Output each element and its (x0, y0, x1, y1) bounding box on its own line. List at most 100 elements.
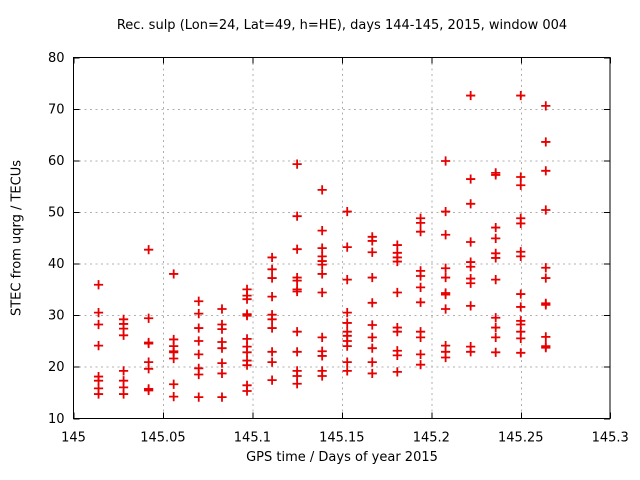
plot-border (73, 56, 611, 419)
data-point-plus (144, 338, 154, 349)
x-tick-label: 145.05 (140, 430, 186, 445)
data-point-plus (516, 218, 526, 229)
data-point-plus (342, 318, 352, 328)
data-point-plus (342, 341, 352, 351)
data-point-plus (491, 222, 501, 233)
data-point-plus (466, 262, 476, 272)
data-point-plus (541, 300, 551, 310)
y-tick-label: 10 (48, 412, 65, 427)
x-axis-label: GPS time / Days of year 2015 (246, 450, 438, 465)
data-point-plus (516, 251, 526, 262)
data-point-plus (342, 275, 352, 285)
x-tick-label: 145.25 (498, 430, 544, 445)
data-point-plus (292, 159, 302, 169)
data-point-plus (194, 349, 204, 359)
data-point-plus (516, 180, 526, 190)
data-point-plus (118, 330, 129, 340)
data-point-plus (242, 386, 252, 396)
data-point-plus (392, 350, 402, 360)
data-point-plus (541, 343, 551, 353)
data-point-plus (367, 247, 377, 257)
data-point-plus (194, 323, 204, 333)
data-point-plus (242, 294, 252, 304)
data-point-plus (292, 327, 302, 337)
data-point-plus (441, 263, 451, 273)
data-point-plus (317, 332, 327, 342)
data-point-plus (441, 289, 451, 300)
y-axis-label: STEC from uqrg / TECUs (9, 159, 25, 317)
data-point-plus (267, 347, 277, 357)
data-point-plus (144, 364, 154, 374)
y-tick-label: 20 (48, 360, 65, 375)
data-point-plus (217, 324, 227, 334)
data-point-plus (516, 90, 526, 101)
data-point-plus (392, 240, 402, 250)
data-point-plus (267, 252, 277, 263)
data-point-plus (292, 347, 302, 357)
data-point-plus (267, 264, 277, 274)
data-point-plus (267, 323, 277, 333)
y-tick-label: 70 (48, 102, 65, 117)
data-point-plus (169, 392, 179, 402)
data-point-plus (317, 351, 327, 361)
data-point-plus (491, 332, 501, 342)
data-point-plus (541, 101, 551, 111)
data-point-plus (292, 276, 302, 286)
data-point-plus (367, 357, 377, 367)
data-point-plus (267, 273, 277, 283)
data-point-plus (242, 334, 252, 344)
data-point-plus (491, 233, 501, 243)
data-point-plus (516, 333, 526, 343)
data-point-plus (491, 313, 501, 323)
data-point-plus (317, 287, 327, 298)
data-point-plus (367, 332, 377, 342)
data-point-plus (292, 379, 302, 389)
data-point-plus (466, 174, 476, 184)
data-point-plus (516, 289, 526, 299)
data-point-plus (292, 244, 302, 254)
data-point-plus (317, 260, 327, 270)
data-point-plus (415, 297, 426, 307)
data-point-plus (342, 242, 352, 252)
data-point-plus (93, 341, 104, 351)
x-tick-label: 145.1 (234, 430, 271, 445)
data-point-plus (342, 357, 352, 367)
data-point-plus (194, 309, 204, 319)
data-point-plus (267, 375, 277, 385)
data-point-plus (169, 379, 179, 389)
data-point-plus (317, 371, 327, 381)
data-point-plus (441, 352, 451, 363)
data-point-plus (392, 327, 402, 337)
data-point-plus (441, 230, 451, 240)
x-tick-label: 145 (61, 430, 86, 445)
data-point-plus (441, 272, 451, 283)
data-point-plus (491, 322, 501, 333)
y-tick-label: 50 (48, 206, 65, 221)
data-point-plus (415, 227, 426, 237)
data-point-plus (317, 243, 327, 253)
x-tick-label: 145.3 (592, 430, 629, 445)
data-point-plus (242, 311, 252, 321)
data-point-plus (317, 226, 327, 236)
data-point-plus (292, 371, 302, 381)
data-point-plus (491, 347, 501, 357)
data-point-plus (93, 308, 104, 318)
y-tick-label: 30 (48, 309, 65, 324)
data-point-plus (217, 343, 227, 353)
data-point-plus (367, 236, 377, 246)
data-point-plus (415, 218, 426, 228)
data-point-plus (541, 273, 551, 283)
data-point-plus (415, 332, 426, 342)
data-point-plus (466, 301, 476, 311)
data-point-plus (541, 137, 551, 147)
data-point-plus (217, 392, 227, 402)
data-point-plus (541, 332, 551, 342)
data-point-plus (217, 304, 227, 314)
data-point-plus (541, 263, 551, 273)
data-point-plus (267, 292, 277, 302)
data-point-plus (415, 360, 426, 370)
data-point-plus (516, 172, 526, 182)
data-point-plus (415, 271, 426, 281)
